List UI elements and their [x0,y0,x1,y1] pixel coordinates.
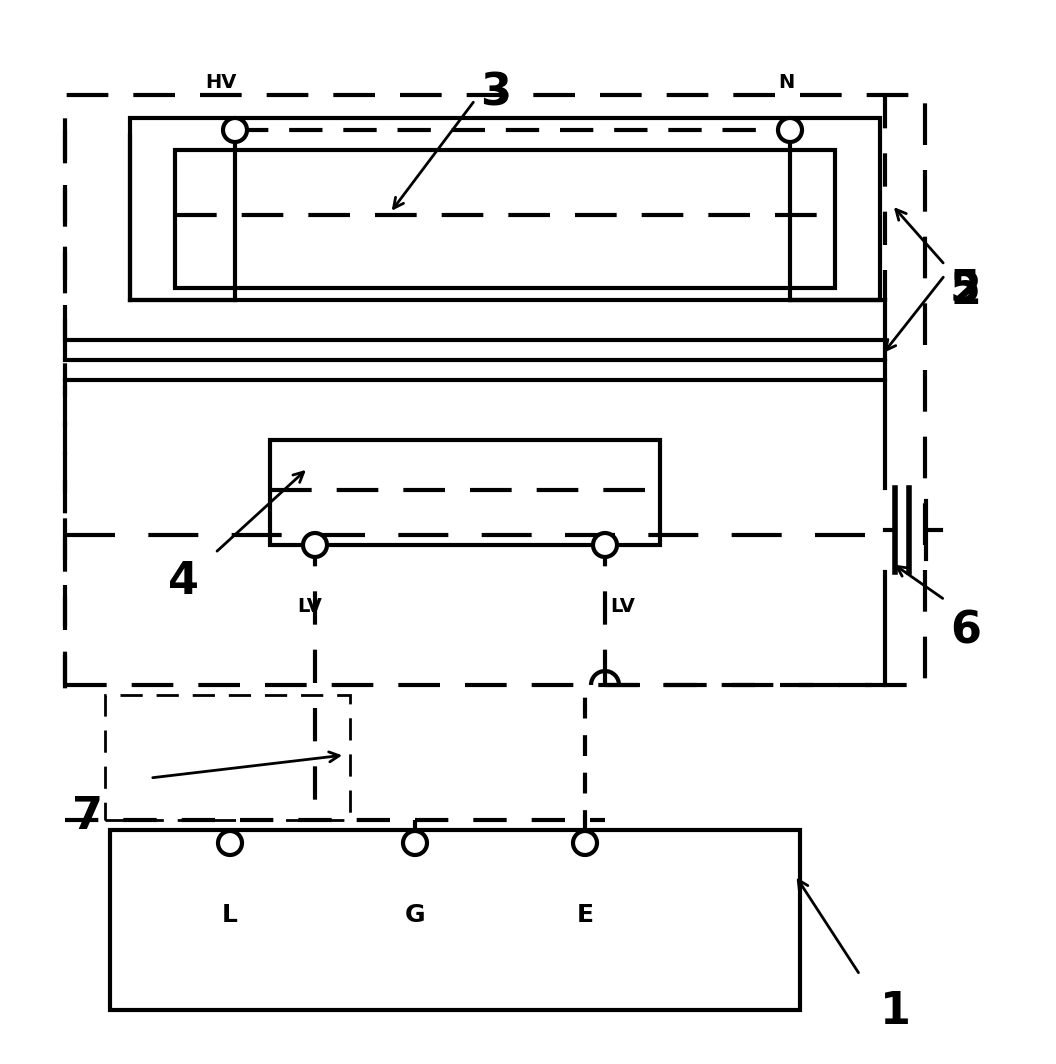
Circle shape [223,118,247,142]
Text: 6: 6 [950,610,981,653]
Text: 4: 4 [168,560,199,603]
Text: 2: 2 [950,270,981,313]
Text: 1: 1 [880,990,911,1033]
FancyBboxPatch shape [130,118,880,300]
Text: 7: 7 [72,795,103,838]
Circle shape [303,533,327,556]
Text: HV: HV [205,73,237,92]
Text: G: G [404,903,426,927]
FancyBboxPatch shape [110,830,800,1010]
Text: N: N [778,73,794,92]
Text: E: E [577,903,593,927]
FancyBboxPatch shape [270,440,660,545]
Text: L: L [222,903,238,927]
Circle shape [573,831,597,855]
Circle shape [403,831,427,855]
Circle shape [218,831,242,855]
FancyBboxPatch shape [175,150,835,288]
Circle shape [778,118,802,142]
Text: 5: 5 [950,268,981,311]
Text: LV: LV [297,597,322,616]
Text: 3: 3 [480,72,511,115]
Text: LV: LV [610,597,635,616]
Circle shape [593,533,617,556]
